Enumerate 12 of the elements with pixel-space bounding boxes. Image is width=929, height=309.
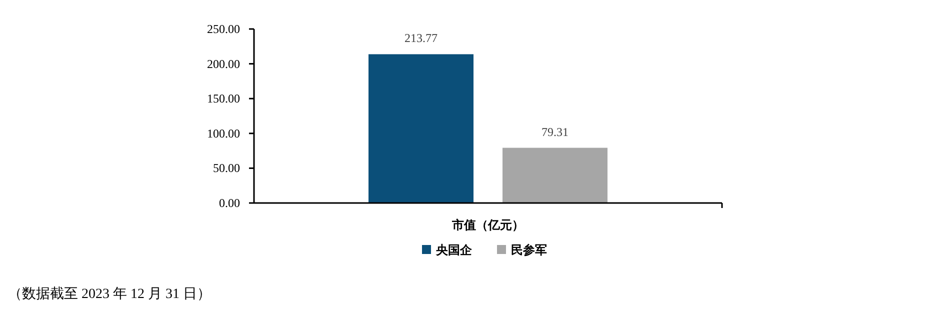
- y-tick-label: 250.00: [207, 22, 240, 36]
- data-label: 79.31: [542, 124, 568, 139]
- data-label: 213.77: [404, 31, 438, 46]
- x-tick-label: 市值（亿元）: [451, 218, 524, 232]
- text: （数据截至 2023 年 12 月 31 日）: [8, 286, 211, 302]
- legend-label: 央国企: [436, 243, 473, 257]
- y-tick-label: 150.00: [207, 92, 240, 106]
- y-tick-label: 0.00: [219, 196, 240, 210]
- y-tick-label: 100.00: [207, 126, 240, 140]
- y-tick-label: 50.00: [213, 161, 240, 176]
- y-tick-label: 200.00: [207, 56, 240, 71]
- legend-label: 民参军: [511, 243, 547, 257]
